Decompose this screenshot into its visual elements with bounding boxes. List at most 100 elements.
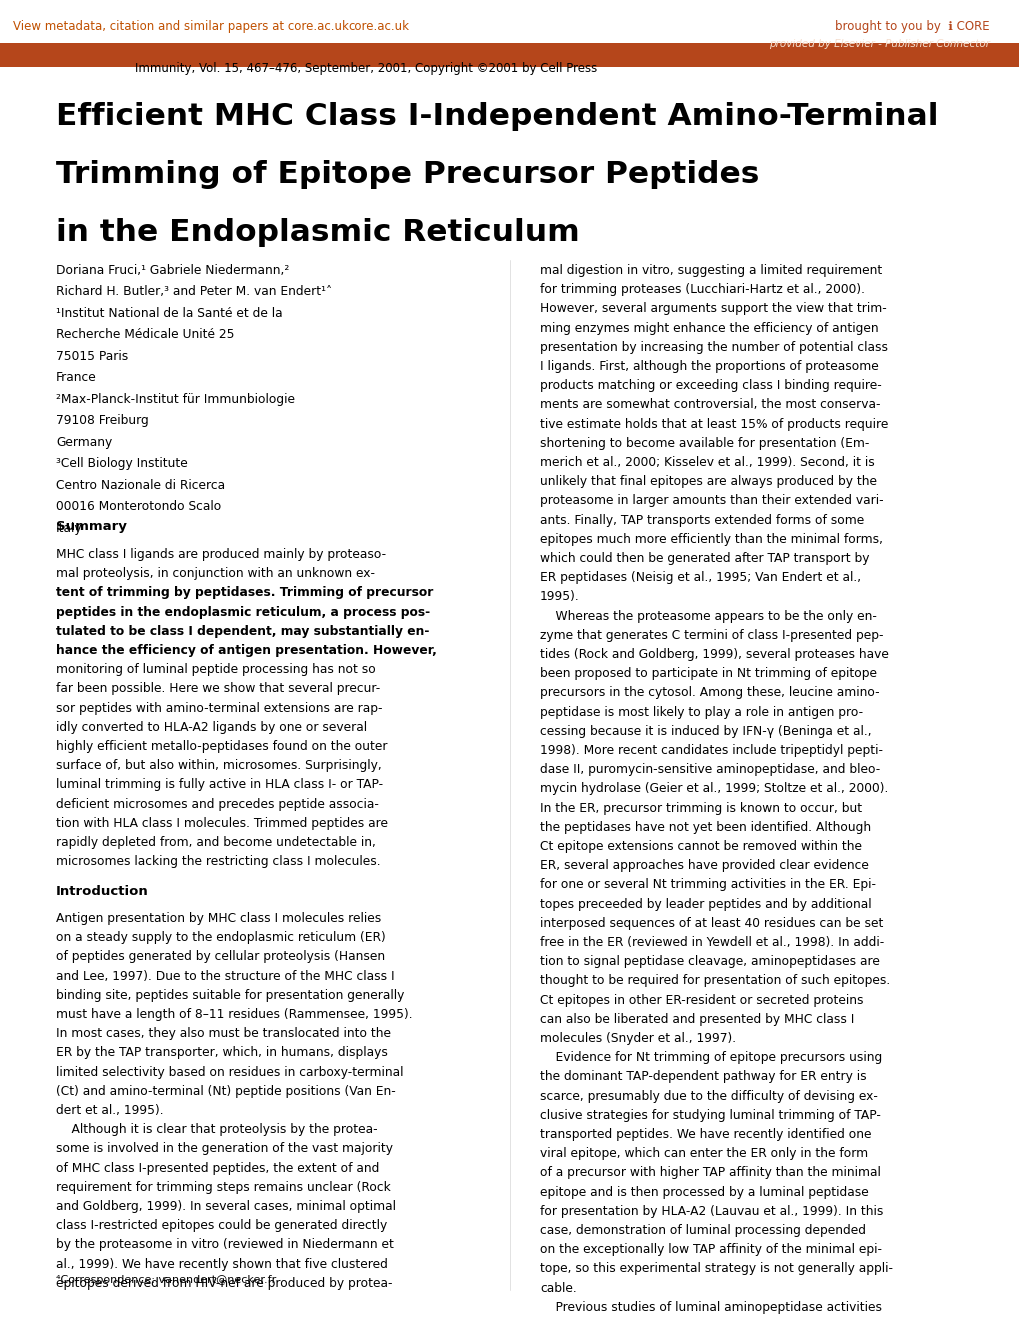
Text: Doriana Fruci,¹ Gabriele Niedermann,²: Doriana Fruci,¹ Gabriele Niedermann,² (56, 264, 289, 277)
Text: scarce, presumably due to the difficulty of devising ex-: scarce, presumably due to the difficulty… (539, 1089, 877, 1102)
Text: and Goldberg, 1999). In several cases, minimal optimal: and Goldberg, 1999). In several cases, m… (56, 1200, 395, 1213)
Text: some is involved in the generation of the vast majority: some is involved in the generation of th… (56, 1142, 392, 1155)
Text: presentation by increasing the number of potential class: presentation by increasing the number of… (539, 341, 888, 354)
Text: limited selectivity based on residues in carboxy-terminal: limited selectivity based on residues in… (56, 1065, 404, 1078)
Text: proteasome in larger amounts than their extended vari-: proteasome in larger amounts than their … (539, 495, 882, 507)
Text: ments are somewhat controversial, the most conserva-: ments are somewhat controversial, the mo… (539, 399, 879, 412)
Text: precursors in the cytosol. Among these, leucine amino-: precursors in the cytosol. Among these, … (539, 686, 878, 700)
Text: Previous studies of luminal aminopeptidase activities: Previous studies of luminal aminopeptida… (539, 1300, 881, 1313)
Text: epitope and is then processed by a luminal peptidase: epitope and is then processed by a lumin… (539, 1185, 868, 1199)
Text: tope, so this experimental strategy is not generally appli-: tope, so this experimental strategy is n… (539, 1262, 892, 1275)
Text: tent of trimming by peptidases. Trimming of precursor: tent of trimming by peptidases. Trimming… (56, 586, 433, 599)
Text: of peptides generated by cellular proteolysis (Hansen: of peptides generated by cellular proteo… (56, 950, 385, 964)
Text: France: France (56, 371, 97, 384)
Text: dase II, puromycin-sensitive aminopeptidase, and bleo-: dase II, puromycin-sensitive aminopeptid… (539, 763, 879, 776)
Text: idly converted to HLA-A2 ligands by one or several: idly converted to HLA-A2 ligands by one … (56, 721, 367, 734)
Text: 1995).: 1995). (539, 590, 579, 603)
Text: for one or several Nt trimming activities in the ER. Epi-: for one or several Nt trimming activitie… (539, 878, 875, 891)
Text: free in the ER (reviewed in Yewdell et al., 1998). In addi-: free in the ER (reviewed in Yewdell et a… (539, 936, 883, 949)
Text: of MHC class I-presented peptides, the extent of and: of MHC class I-presented peptides, the e… (56, 1162, 379, 1175)
Text: ER peptidases (Neisig et al., 1995; Van Endert et al.,: ER peptidases (Neisig et al., 1995; Van … (539, 572, 860, 585)
Text: mal digestion in vitro, suggesting a limited requirement: mal digestion in vitro, suggesting a lim… (539, 264, 881, 277)
Text: (Ct) and amino-terminal (Nt) peptide positions (Van En-: (Ct) and amino-terminal (Nt) peptide pos… (56, 1085, 395, 1098)
Text: tion with HLA class I molecules. Trimmed peptides are: tion with HLA class I molecules. Trimmed… (56, 817, 387, 830)
Text: can also be liberated and presented by MHC class I: can also be liberated and presented by M… (539, 1012, 854, 1026)
Text: and Lee, 1997). Due to the structure of the MHC class I: and Lee, 1997). Due to the structure of … (56, 970, 394, 982)
Text: on a steady supply to the endoplasmic reticulum (ER): on a steady supply to the endoplasmic re… (56, 931, 385, 944)
Text: In most cases, they also must be translocated into the: In most cases, they also must be translo… (56, 1027, 390, 1040)
Text: dert et al., 1995).: dert et al., 1995). (56, 1104, 163, 1117)
Text: ants. Finally, TAP transports extended forms of some: ants. Finally, TAP transports extended f… (539, 513, 863, 527)
Text: transported peptides. We have recently identified one: transported peptides. We have recently i… (539, 1129, 870, 1140)
Text: ³Cell Biology Institute: ³Cell Biology Institute (56, 458, 187, 470)
Bar (0, 44, 1019, 67)
Text: mycin hydrolase (Geier et al., 1999; Stoltze et al., 2000).: mycin hydrolase (Geier et al., 1999; Sto… (539, 783, 888, 796)
Text: thought to be required for presentation of such epitopes.: thought to be required for presentation … (539, 974, 890, 987)
Text: products matching or exceeding class I binding require-: products matching or exceeding class I b… (539, 379, 880, 392)
Text: Efficient MHC Class I-Independent Amino-Terminal: Efficient MHC Class I-Independent Amino-… (56, 102, 937, 131)
Text: Germany: Germany (56, 436, 112, 449)
Text: cessing because it is induced by IFN-γ (Beninga et al.,: cessing because it is induced by IFN-γ (… (539, 725, 871, 738)
Text: epitopes much more efficiently than the minimal forms,: epitopes much more efficiently than the … (539, 533, 882, 545)
Text: Whereas the proteasome appears to be the only en-: Whereas the proteasome appears to be the… (539, 610, 876, 623)
Text: interposed sequences of at least 40 residues can be set: interposed sequences of at least 40 resi… (539, 917, 882, 929)
Text: mal proteolysis, in conjunction with an unknown ex-: mal proteolysis, in conjunction with an … (56, 568, 375, 581)
Text: merich et al., 2000; Kisselev et al., 1999). Second, it is: merich et al., 2000; Kisselev et al., 19… (539, 455, 874, 469)
Text: rapidly depleted from, and become undetectable in,: rapidly depleted from, and become undete… (56, 836, 376, 849)
Text: binding site, peptides suitable for presentation generally: binding site, peptides suitable for pres… (56, 989, 404, 1002)
Text: highly efficient metallo-peptidases found on the outer: highly efficient metallo-peptidases foun… (56, 741, 387, 752)
Text: brought to you by  ℹ CORE: brought to you by ℹ CORE (835, 20, 989, 33)
Text: far been possible. Here we show that several precur-: far been possible. Here we show that sev… (56, 682, 380, 696)
Text: hance the efficiency of antigen presentation. However,: hance the efficiency of antigen presenta… (56, 644, 436, 657)
Text: 1998). More recent candidates include tripeptidyl pepti-: 1998). More recent candidates include tr… (539, 744, 882, 756)
Text: on the exceptionally low TAP affinity of the minimal epi-: on the exceptionally low TAP affinity of… (539, 1243, 881, 1257)
Text: Antigen presentation by MHC class I molecules relies: Antigen presentation by MHC class I mole… (56, 912, 381, 925)
Text: been proposed to participate in Nt trimming of epitope: been proposed to participate in Nt trimm… (539, 667, 876, 680)
Text: ⁴Correspondence: vanendert@necker.fr: ⁴Correspondence: vanendert@necker.fr (56, 1275, 276, 1284)
Text: 79108 Freiburg: 79108 Freiburg (56, 414, 149, 428)
Text: MHC class I ligands are produced mainly by proteaso-: MHC class I ligands are produced mainly … (56, 548, 386, 561)
Text: sor peptides with amino-terminal extensions are rap-: sor peptides with amino-terminal extensi… (56, 702, 382, 714)
Text: ming enzymes might enhance the efficiency of antigen: ming enzymes might enhance the efficienc… (539, 322, 877, 334)
Text: ¹Institut National de la Santé et de la: ¹Institut National de la Santé et de la (56, 308, 282, 319)
Text: epitopes derived from HIV-nef are produced by protea-: epitopes derived from HIV-nef are produc… (56, 1276, 392, 1290)
Text: al., 1999). We have recently shown that five clustered: al., 1999). We have recently shown that … (56, 1258, 387, 1271)
Text: must have a length of 8–11 residues (Rammensee, 1995).: must have a length of 8–11 residues (Ram… (56, 1008, 413, 1020)
Text: Although it is clear that proteolysis by the protea-: Although it is clear that proteolysis by… (56, 1123, 377, 1137)
Text: microsomes lacking the restricting class I molecules.: microsomes lacking the restricting class… (56, 855, 380, 869)
Text: monitoring of luminal peptide processing has not so: monitoring of luminal peptide processing… (56, 663, 375, 676)
Text: peptidase is most likely to play a role in antigen pro-: peptidase is most likely to play a role … (539, 706, 862, 718)
Text: Evidence for Nt trimming of epitope precursors using: Evidence for Nt trimming of epitope prec… (539, 1051, 881, 1064)
Text: class I-restricted epitopes could be generated directly: class I-restricted epitopes could be gen… (56, 1220, 387, 1232)
Text: by the proteasome in vitro (reviewed in Niedermann et: by the proteasome in vitro (reviewed in … (56, 1238, 393, 1251)
Text: Recherche Médicale Unité 25: Recherche Médicale Unité 25 (56, 329, 234, 342)
Text: unlikely that final epitopes are always produced by the: unlikely that final epitopes are always … (539, 475, 876, 488)
Text: Trimming of Epitope Precursor Peptides: Trimming of Epitope Precursor Peptides (56, 160, 758, 189)
Text: clusive strategies for studying luminal trimming of TAP-: clusive strategies for studying luminal … (539, 1109, 880, 1122)
Text: 00016 Monterotondo Scalo: 00016 Monterotondo Scalo (56, 500, 221, 513)
Text: deficient microsomes and precedes peptide associa-: deficient microsomes and precedes peptid… (56, 797, 378, 810)
Text: However, several arguments support the view that trim-: However, several arguments support the v… (539, 302, 886, 315)
Text: tion to signal peptidase cleavage, aminopeptidases are: tion to signal peptidase cleavage, amino… (539, 956, 879, 968)
Text: shortening to become available for presentation (Em-: shortening to become available for prese… (539, 437, 868, 450)
Text: peptides in the endoplasmic reticulum, a process pos-: peptides in the endoplasmic reticulum, a… (56, 606, 430, 619)
Text: View metadata, citation and similar papers at core.ac.uk: View metadata, citation and similar pape… (13, 20, 348, 33)
Text: the dominant TAP-dependent pathway for ER entry is: the dominant TAP-dependent pathway for E… (539, 1071, 866, 1084)
Text: molecules (Snyder et al., 1997).: molecules (Snyder et al., 1997). (539, 1032, 736, 1045)
Text: Ct epitope extensions cannot be removed within the: Ct epitope extensions cannot be removed … (539, 840, 861, 853)
Text: Ct epitopes in other ER-resident or secreted proteins: Ct epitopes in other ER-resident or secr… (539, 994, 863, 1007)
Text: 75015 Paris: 75015 Paris (56, 350, 128, 363)
Text: tides (Rock and Goldberg, 1999), several proteases have: tides (Rock and Goldberg, 1999), several… (539, 648, 888, 661)
Text: Introduction: Introduction (56, 884, 149, 898)
Text: which could then be generated after TAP transport by: which could then be generated after TAP … (539, 552, 868, 565)
Text: the peptidases have not yet been identified. Although: the peptidases have not yet been identif… (539, 821, 870, 834)
Text: core.ac.uk: core.ac.uk (347, 20, 409, 33)
Text: tive estimate holds that at least 15% of products require: tive estimate holds that at least 15% of… (539, 417, 888, 430)
Text: surface of, but also within, microsomes. Surprisingly,: surface of, but also within, microsomes.… (56, 759, 381, 772)
Text: In the ER, precursor trimming is known to occur, but: In the ER, precursor trimming is known t… (539, 801, 861, 814)
Text: Richard H. Butler,³ and Peter M. van Endert¹˄: Richard H. Butler,³ and Peter M. van End… (56, 285, 332, 298)
Text: I ligands. First, although the proportions of proteasome: I ligands. First, although the proportio… (539, 360, 878, 374)
Text: ER by the TAP transporter, which, in humans, displays: ER by the TAP transporter, which, in hum… (56, 1047, 387, 1060)
Text: Summary: Summary (56, 520, 126, 533)
Text: case, demonstration of luminal processing depended: case, demonstration of luminal processin… (539, 1224, 865, 1237)
